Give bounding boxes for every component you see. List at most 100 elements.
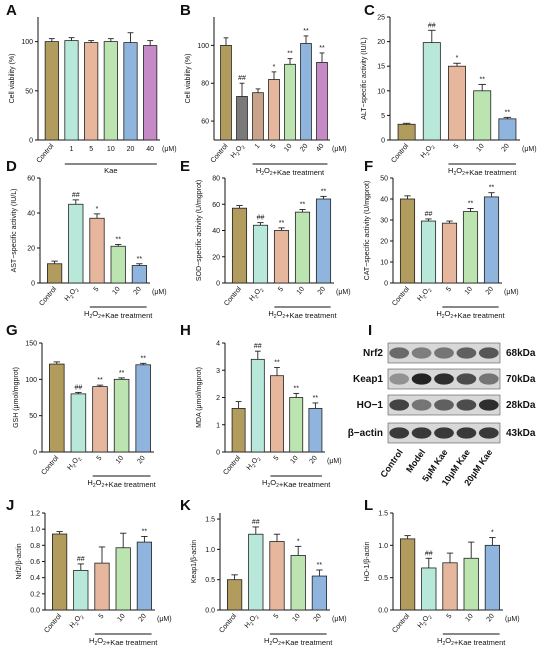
y-tick-label: 0.5 [378, 575, 388, 582]
bar [248, 533, 264, 611]
y-axis-label: SOD−specific activity (U/mgprot) [196, 180, 203, 281]
significance-mark: ## [428, 22, 436, 29]
x-category-label: 10 [296, 286, 306, 297]
y-tick-label: 40 [380, 197, 388, 204]
bar [289, 397, 304, 453]
group-label: H2O2+Kae treatment [448, 166, 517, 177]
group-label: H2O2+Kae treatment [436, 309, 505, 320]
significance-mark: * [491, 530, 494, 537]
unit-label: (μM) [152, 289, 167, 296]
significance-mark: ** [115, 237, 121, 244]
bar [273, 230, 290, 284]
blot-band [478, 399, 499, 411]
blot-band [389, 373, 410, 385]
x-category-label: 5 [445, 286, 453, 294]
panel-letter: C [364, 2, 375, 19]
panel-letter: B [180, 2, 191, 19]
bar [422, 42, 441, 141]
y-tick-label: 1 [216, 422, 220, 429]
bar [399, 538, 416, 611]
bar [448, 65, 466, 141]
bar [250, 358, 265, 453]
bar [46, 263, 63, 284]
chart-panel-a: A 0 50 100 Cell viability (%) Control 1 5 10 20 40… [6, 2, 177, 175]
x-category-label: H2O2 [66, 455, 83, 473]
bar [316, 62, 328, 141]
significance-mark: ## [238, 75, 246, 82]
panel-letter: J [6, 497, 14, 514]
x-category-label: 20 [309, 455, 319, 466]
x-category-label: 5 [96, 455, 104, 463]
bar [252, 224, 269, 284]
y-axis-label: Cell viability (%) [185, 54, 192, 104]
y-axis-label: CAT−specific activity (U/mgprot) [364, 181, 371, 281]
y-tick-label: 0.0 [378, 608, 388, 615]
x-category-label: Control [210, 142, 230, 164]
x-category-label: 20 [299, 143, 309, 154]
unit-label: (μM) [332, 146, 347, 153]
significance-mark: ## [75, 384, 83, 391]
blot-band [434, 427, 454, 439]
unit-label: (μM) [336, 289, 351, 296]
x-category-label: Control [38, 285, 58, 307]
bar [44, 41, 59, 141]
chart-panel-f: F 0 10 20 30 40 50 CAT−specific activity (U/mgp… [364, 158, 519, 320]
bar [284, 63, 296, 141]
significance-mark: ** [479, 76, 485, 83]
significance-mark: ** [140, 355, 146, 362]
bar [473, 90, 492, 141]
x-category-label: Control [218, 612, 238, 634]
bar [484, 544, 501, 611]
bar [68, 203, 84, 284]
blot-band [434, 347, 454, 359]
blot-band [456, 347, 477, 359]
significance-mark: ** [97, 377, 103, 384]
y-tick-label: 10 [380, 260, 388, 267]
bar [300, 43, 312, 141]
y-tick-label: 20 [212, 254, 220, 261]
blot-band [434, 399, 454, 411]
significance-mark: ** [313, 395, 319, 402]
blot-band [411, 427, 432, 439]
y-tick-label: 10 [377, 88, 385, 95]
group-label: H2O2+Kae treatment [89, 636, 158, 647]
x-category-label: H2O2 [64, 286, 81, 304]
x-category-label: 10 [464, 613, 474, 624]
x-category-label: H2O2 [230, 143, 247, 161]
y-tick-label: 0.0 [205, 608, 215, 615]
blot-band [456, 427, 477, 439]
significance-mark: ## [425, 211, 433, 218]
bar [397, 123, 416, 141]
x-category-label: 5 [453, 143, 461, 151]
blot-protein-label: HO−1 [357, 400, 384, 411]
bar [64, 40, 79, 141]
y-tick-label: 60 [201, 119, 209, 126]
bar [236, 96, 248, 141]
significance-mark: ** [505, 109, 511, 116]
chart-panel-g: G 0 50 100 150 GSH (μmol/mgprot) Control ## H2O2… [6, 322, 157, 489]
x-category-label: 5 [273, 613, 281, 621]
y-tick-label: 0 [31, 281, 35, 288]
y-tick-label: 0 [216, 281, 220, 288]
unit-label: (μM) [162, 146, 177, 153]
panel-letter: K [180, 497, 191, 514]
y-tick-label: 2 [216, 395, 220, 402]
blot-band [411, 399, 432, 411]
unit-label: (μM) [504, 289, 519, 296]
x-category-label: 20 [127, 146, 135, 153]
y-tick-label: 1.0 [378, 543, 388, 550]
x-category-label: H2O2 [416, 286, 433, 304]
bar [113, 378, 130, 453]
significance-mark: ** [287, 51, 293, 58]
bar [94, 562, 110, 611]
significance-mark: ## [252, 519, 260, 526]
x-category-label: H2O2 [248, 286, 265, 304]
bar [135, 364, 151, 453]
x-category-label: H2O2 [244, 613, 261, 631]
chart-panel-d: D 0 20 40 60 AST−specific activity (IU/L) Cont… [6, 158, 167, 320]
y-tick-label: 4 [216, 341, 220, 348]
bar [462, 211, 479, 284]
blot-band [456, 373, 477, 385]
y-tick-label: 0 [384, 281, 388, 288]
significance-mark: ** [279, 220, 285, 227]
